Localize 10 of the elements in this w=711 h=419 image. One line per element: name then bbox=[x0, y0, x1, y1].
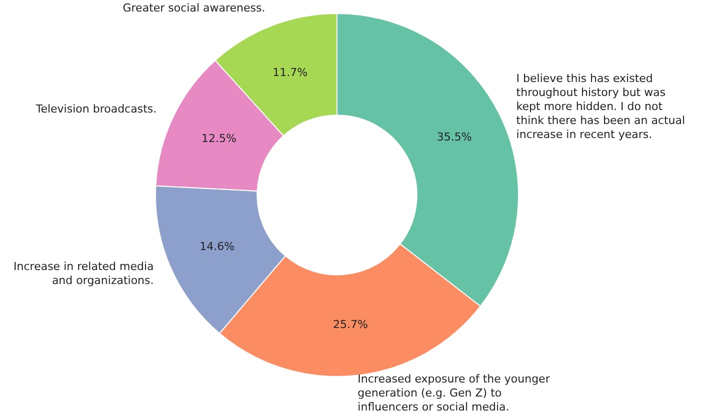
data-label: 25.7% bbox=[333, 318, 368, 331]
slice-label: Increase in related media and organizations. bbox=[14, 260, 154, 288]
data-label: 35.5% bbox=[436, 130, 472, 144]
slice-label: Television broadcasts. bbox=[34, 102, 157, 116]
data-label: 12.5% bbox=[201, 132, 236, 145]
data-label: 14.6% bbox=[200, 240, 235, 253]
slice-label: Greater social awareness. bbox=[122, 2, 266, 15]
data-label: 11.7% bbox=[272, 66, 308, 79]
slice-label: Increased exposure of the younger generation (e.g. Gen Z) to influencers or social media. bbox=[358, 372, 550, 414]
slice-label: I believe this has existed throughout history but was kept more hidden. I do not think there has been an actual increase in recent years. bbox=[516, 72, 686, 142]
